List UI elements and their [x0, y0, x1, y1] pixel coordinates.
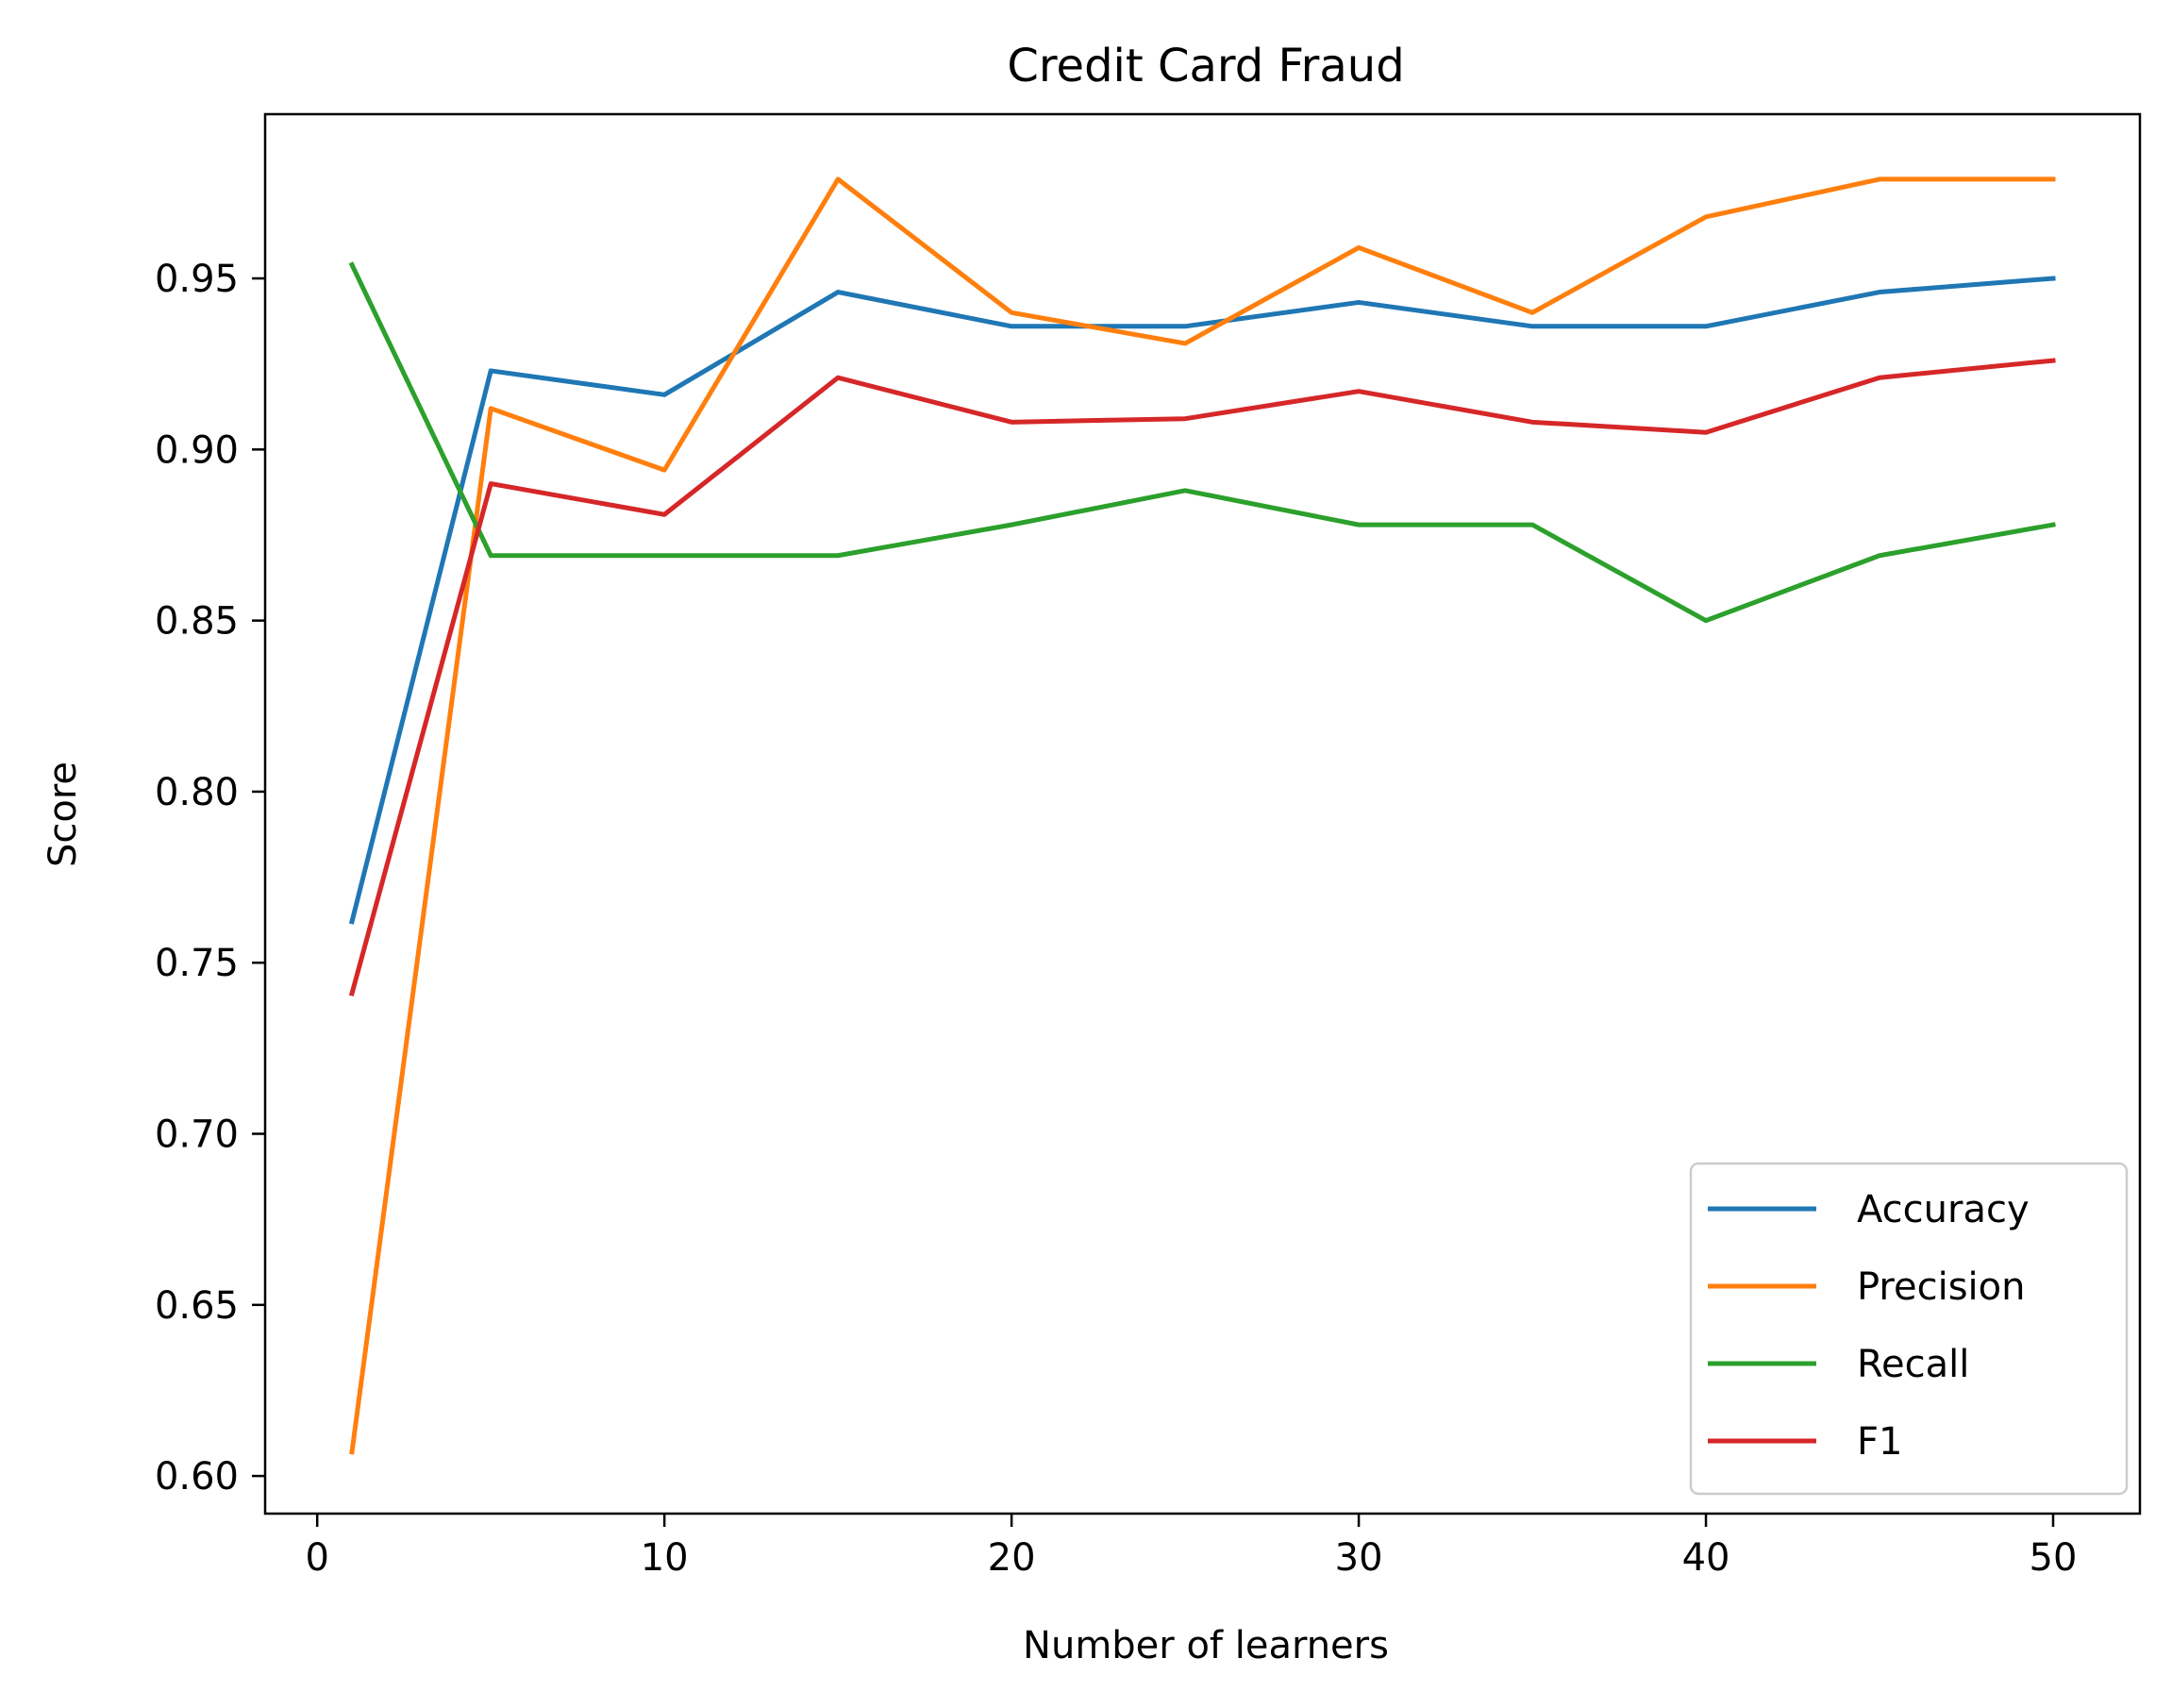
- series-layer: [348, 176, 2056, 1455]
- y-tick-label: 0.90: [155, 428, 239, 472]
- x-tick-label: 10: [641, 1536, 689, 1580]
- series-line-precision: [349, 176, 2056, 1455]
- y-tick-label: 0.80: [155, 771, 239, 814]
- x-tick-label: 0: [305, 1536, 328, 1580]
- legend-label: F1: [1857, 1420, 1902, 1464]
- y-tick-label: 0.65: [155, 1284, 239, 1328]
- legend-item-recall: Recall: [1708, 1343, 1969, 1386]
- legend-label: Precision: [1857, 1265, 2025, 1309]
- x-tick-label: 40: [1682, 1536, 1730, 1580]
- plot-area-frame: [263, 112, 2142, 1515]
- legend-item-precision: Precision: [1708, 1265, 2025, 1309]
- legend-label: Recall: [1857, 1343, 1969, 1386]
- y-axis-label: Score: [42, 762, 85, 867]
- x-tick-label: 20: [988, 1536, 1036, 1580]
- y-tick-label: 0.75: [155, 942, 239, 985]
- legend: Accuracy Precision Recall F1: [1689, 1162, 2129, 1496]
- legend-label: Accuracy: [1857, 1188, 2030, 1231]
- x-tick-label: 30: [1335, 1536, 1383, 1580]
- y-tick-label: 0.85: [155, 600, 239, 644]
- legend-item-accuracy: Accuracy: [1708, 1188, 2030, 1231]
- y-tick-label: 0.70: [155, 1114, 239, 1157]
- legend-item-f1: F1: [1708, 1420, 1902, 1464]
- y-axis-ticks: 0.60 0.65 0.70 0.75 0.80 0.85 0.90 0.95: [155, 258, 265, 1499]
- legend-box: [1689, 1162, 2129, 1496]
- legend-items: Accuracy Precision Recall F1: [1708, 1188, 2030, 1464]
- x-axis-ticks: 0 10 20 30 40 50: [305, 1514, 2077, 1580]
- y-tick-label: 0.95: [155, 258, 239, 301]
- series-line-f1: [348, 358, 2056, 996]
- x-axis-label: Number of learners: [1023, 1624, 1389, 1667]
- series-line-accuracy: [348, 276, 2056, 925]
- chart-title: Credit Card Fraud: [1007, 40, 1404, 92]
- y-tick-label: 0.60: [155, 1455, 239, 1499]
- series-line-recall: [348, 261, 2056, 624]
- x-tick-label: 50: [2030, 1536, 2078, 1580]
